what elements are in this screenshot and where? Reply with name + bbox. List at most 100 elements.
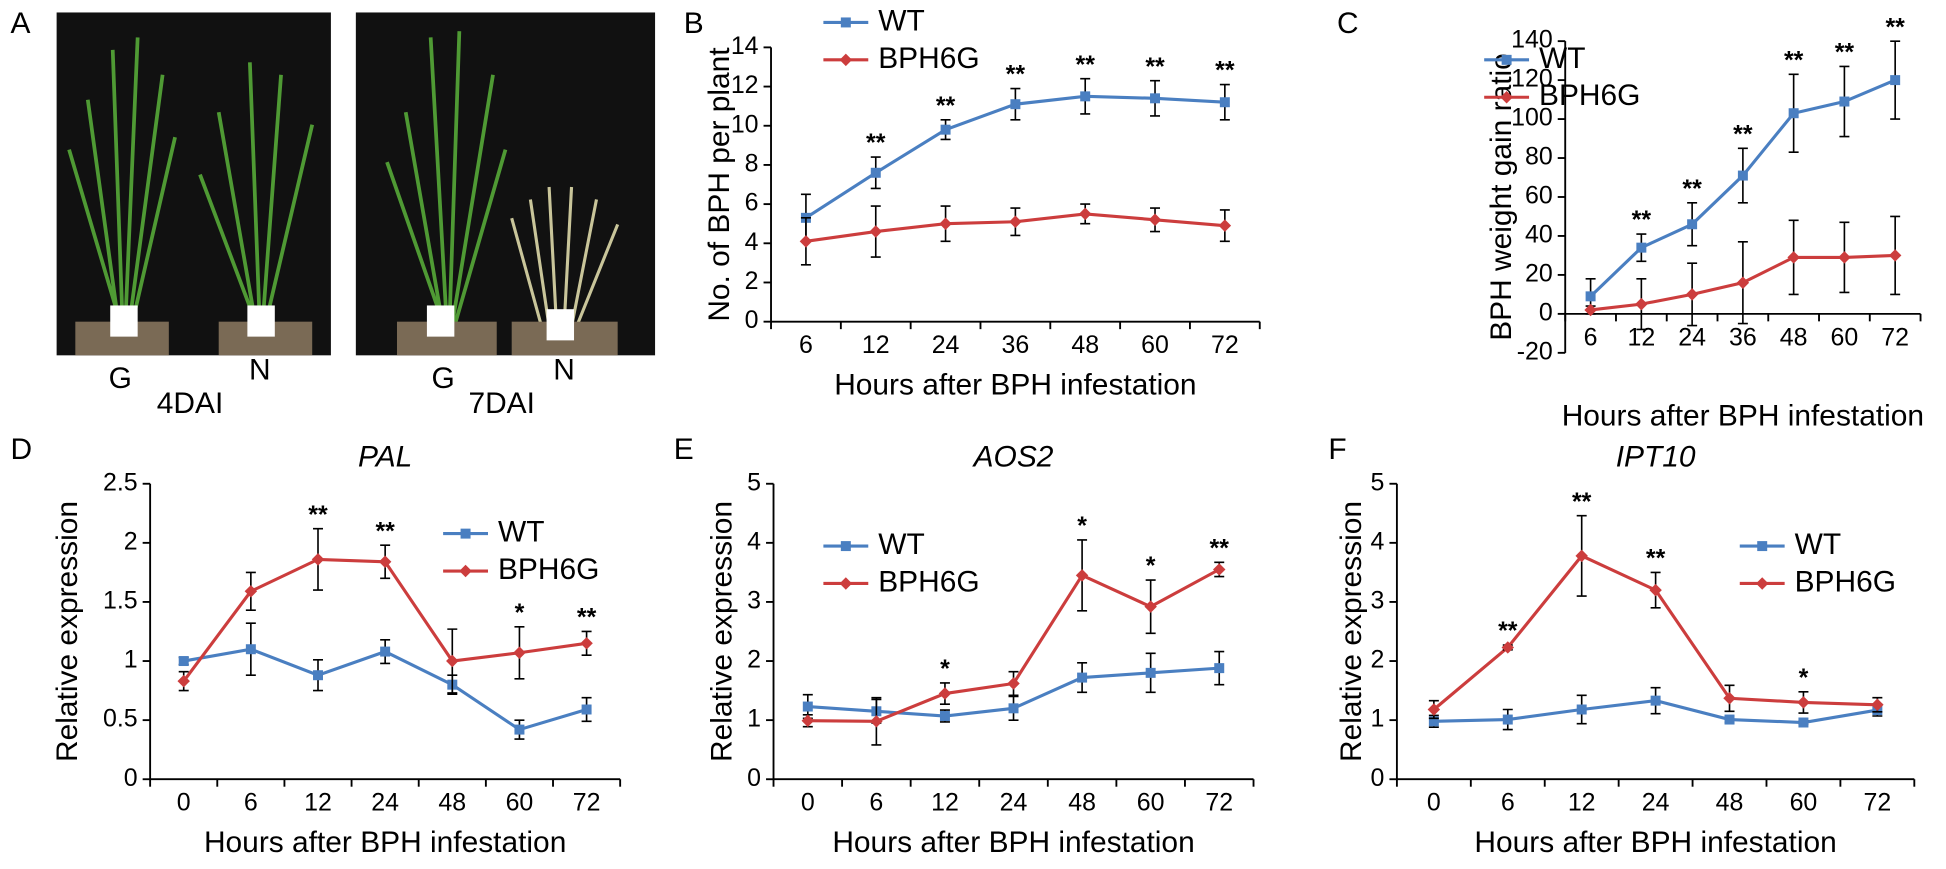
marker [311,553,325,566]
significance: ** [1835,39,1855,67]
marker [581,704,592,715]
x-tick-label: 0 [177,789,191,817]
y-tick-label: 40 [1525,221,1553,249]
x-tick-label: 72 [1881,323,1909,351]
y-tick-label: 80 [1525,143,1553,171]
marker [939,711,950,721]
marker [839,577,853,590]
x-tick-label: 6 [1501,789,1515,817]
significance: ** [1733,120,1753,148]
x-tick-label: 48 [1068,789,1096,817]
panel-label: B [684,7,704,40]
x-tick-label: 48 [1780,323,1808,351]
x-tick-label: 60 [1137,789,1165,817]
x-tick-label: 72 [1863,789,1891,817]
x-tick-label: 0 [801,789,815,817]
photo [56,12,331,356]
significance: ** [1572,488,1592,516]
marker [514,724,525,735]
y-tick-label: 60 [1525,182,1553,210]
x-axis-label: Hours after BPH infestation [832,826,1194,859]
y-tick-label: 0 [124,764,138,792]
significance: ** [1215,57,1235,85]
significance: ** [1682,175,1702,203]
y-tick-label: 4 [745,228,759,256]
y-tick-label: 8 [745,150,759,178]
marker [1736,276,1750,289]
marker [313,670,323,681]
significance: * [1146,552,1156,580]
significance: ** [1885,13,1905,41]
plant-label: N [553,353,575,386]
x-tick-label: 24 [932,331,960,359]
x-tick-label: 12 [862,331,890,359]
significance: ** [1646,545,1666,573]
marker [840,17,851,28]
marker [1737,170,1748,181]
marker [938,687,952,700]
y-tick-label: 2 [745,267,759,295]
y-tick-label: 3 [747,587,761,615]
marker [1145,667,1156,678]
y-tick-label: 10 [731,110,759,138]
marker [1723,692,1736,705]
pots [75,321,618,356]
legend-label: BPH6G [1539,79,1640,112]
marker [1501,641,1515,654]
significance: ** [1210,534,1230,562]
y-tick-label: 0 [747,764,761,792]
marker [1635,297,1648,311]
y-tick-label: 20 [1525,259,1553,287]
marker [178,656,189,667]
significance: ** [936,92,956,120]
marker [177,674,190,688]
significance: ** [1632,206,1652,234]
marker [1008,703,1019,714]
panel-label: A [10,7,30,40]
y-tick-label: 120 [1511,65,1553,93]
marker [1838,251,1851,264]
significance: * [515,599,525,627]
marker [1724,714,1735,725]
marker [378,555,392,568]
x-tick-label: 60 [1831,323,1859,351]
marker [801,714,815,727]
chart-title: AOS2 [972,441,1054,474]
legend-label: BPH6G [498,553,599,586]
marker [459,564,472,578]
significance: ** [866,129,886,157]
photo-caption: 7DAI [468,387,534,420]
marker [1798,717,1809,728]
marker [1501,54,1512,65]
y-axis-label: Relative expression [1335,501,1368,762]
significance: ** [308,501,328,529]
marker [513,646,526,659]
wilted-plants [510,186,620,328]
significance: ** [1498,617,1518,645]
x-tick-label: 12 [931,789,959,817]
chart-title: IPT10 [1616,441,1696,474]
marker [1788,108,1799,119]
y-axis-label: Relative expression [51,501,84,762]
plants [67,31,508,328]
x-axis-label: Hours after BPH infestation [1474,826,1836,859]
photo [355,12,656,356]
x-tick-label: 60 [1790,789,1818,817]
marker [1080,91,1091,102]
x-tick-label: 24 [1642,789,1670,817]
x-tick-label: 60 [1141,331,1169,359]
marker [1787,251,1800,264]
marker [799,235,813,248]
photo-panel: A G N 4DAI G N 7DAI [10,7,656,420]
marker [1636,242,1647,253]
significance: * [1077,512,1087,540]
significance: ** [1076,51,1096,79]
plant-label: G [109,362,132,395]
marker [1502,714,1513,725]
x-tick-label: 12 [1568,789,1596,817]
photo-caption: 4DAI [157,387,224,420]
x-tick-label: 6 [799,331,813,359]
significance: * [940,655,950,683]
marker [939,217,952,230]
